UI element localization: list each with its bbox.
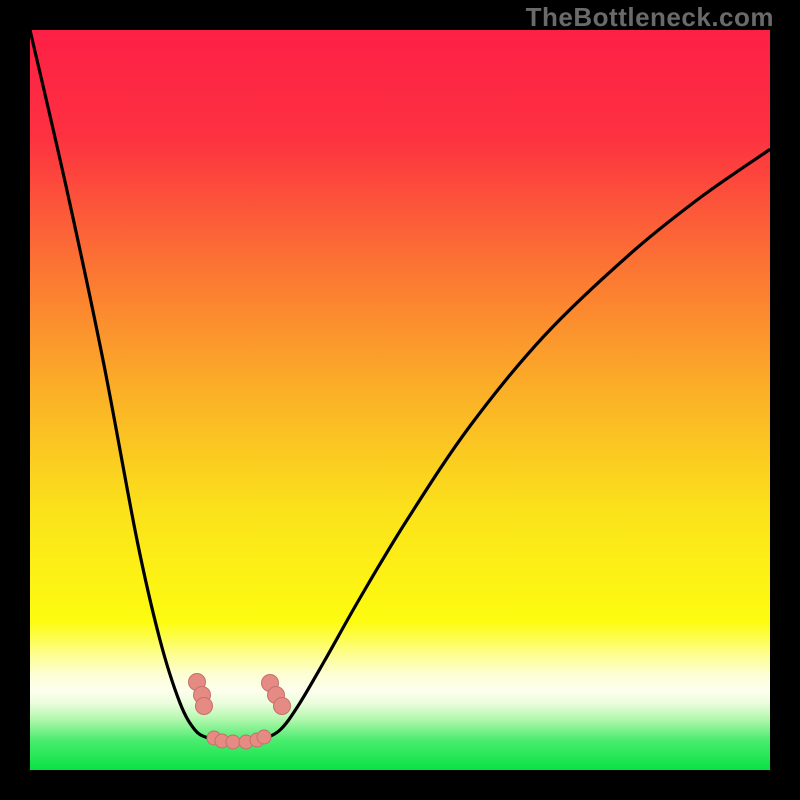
watermark-text: TheBottleneck.com	[526, 2, 774, 33]
chart-svg	[0, 0, 800, 800]
chart-frame: TheBottleneck.com	[0, 0, 800, 800]
curve-marker	[274, 698, 291, 715]
curve-marker	[226, 735, 240, 749]
gradient-background	[30, 30, 770, 770]
curve-marker	[196, 698, 213, 715]
curve-marker	[257, 730, 271, 744]
